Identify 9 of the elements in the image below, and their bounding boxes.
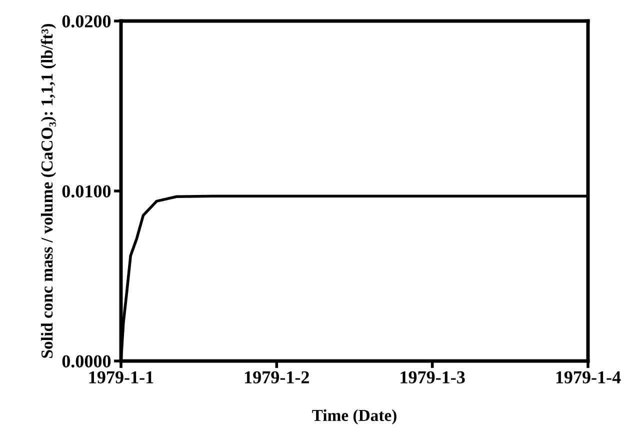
x-tick-label: 1979-1-2 <box>245 371 309 384</box>
y-axis-title: Solid conc mass / volume (CaCO₃): 1,1,1 (lb/ft³) <box>40 24 56 358</box>
x-tick-label: 1979-1-4 <box>556 371 621 384</box>
x-axis-title: Time (Date) <box>312 409 396 424</box>
y-tick-label: 0.0200 <box>62 15 111 28</box>
y-tick-label: 0.0100 <box>62 185 111 198</box>
x-tick-label: 1979-1-3 <box>400 371 465 384</box>
y-tick-label: 0.0000 <box>62 355 111 368</box>
x-tick-label: 1979-1-1 <box>89 371 154 384</box>
